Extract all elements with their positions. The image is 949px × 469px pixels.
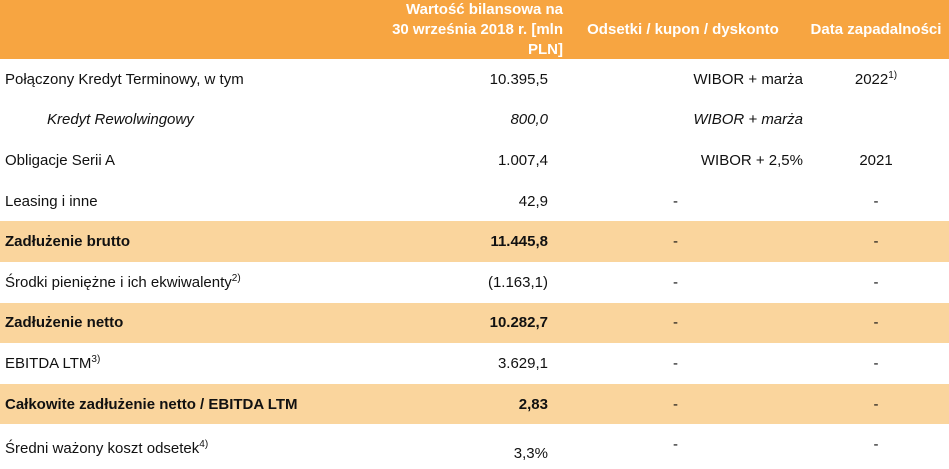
row-date-text: 2022 [854,70,889,88]
row-date: - [873,436,879,454]
table-row-highlight: Całkowite zadłużenie netto / EBITDA LTM … [0,383,949,425]
row-date: - [873,314,879,332]
row-coupon: - [548,274,803,291]
row-label-text: Średni ważony koszt odsetek [5,440,200,458]
row-date: - [873,354,879,372]
row-coupon-text: - [673,354,678,372]
row-coupon-text: - [673,233,678,251]
row-coupon: - [548,436,803,453]
row-label: Środki pieniężne i ich ekwiwalenty2) [0,272,377,291]
row-value: 42,9 [518,192,548,210]
row-coupon: - [548,314,803,331]
table-row: Obligacje Serii A 1.007,4 WIBOR + 2,5% 2… [0,140,949,181]
table-row: Leasing i inne 42,9 - - [0,181,949,222]
footnote-marker: 4) [199,439,209,451]
header-value-line2: 30 września 2018 r. [mln PLN] [392,20,563,58]
row-coupon: WIBOR + marża [693,70,803,88]
table-row-highlight: Zadłużenie netto 10.282,7 - - [0,302,949,344]
row-value: 1.007,4 [497,151,548,169]
row-label: EBITDA LTM3) [0,353,377,372]
row-coupon: - [548,233,803,250]
table-row: Kredyt Rewolwingowy 800,0 WIBOR + marża [0,100,949,141]
row-coupon: WIBOR + marża [693,111,803,129]
row-value: 3,3% [513,445,548,463]
header-label-col [0,0,377,59]
row-value: 3.629,1 [497,354,548,372]
row-label: Leasing i inne [5,192,98,210]
table-row: Połączony Kredyt Terminowy, w tym 10.395… [0,59,949,100]
footnote-marker: 3) [91,353,101,365]
row-value: (1.163,1) [487,273,548,291]
row-label: Połączony Kredyt Terminowy, w tym [5,70,244,88]
row-coupon: WIBOR + 2,5% [700,151,803,169]
row-value: 10.282,7 [489,314,548,332]
header-coupon-col: Odsetki / kupon / dyskonto [587,21,779,38]
row-date: - [873,273,879,291]
header-maturity-col: Data zapadalności [810,21,942,38]
row-coupon: - [548,396,803,413]
row-coupon-text: - [673,436,678,454]
row-date: - [873,233,879,251]
table-row: Średni ważony koszt odsetek4) 3,3% - - [0,424,949,465]
table-row: EBITDA LTM3) 3.629,1 - - [0,343,949,384]
row-coupon: - [548,193,803,210]
table-header: Wartość bilansowa na 30 września 2018 r.… [0,0,949,59]
table-row: Środki pieniężne i ich ekwiwalenty2) (1.… [0,262,949,303]
row-date: 2021 [859,151,893,169]
row-value: 11.445,8 [490,233,548,251]
row-coupon-text: - [673,192,678,210]
header-value-line1: Wartość bilansowa na [406,0,563,18]
row-label: Zadłużenie brutto [5,233,130,251]
row-value: 2,83 [518,395,548,413]
table-row-highlight: Zadłużenie brutto 11.445,8 - - [0,221,949,262]
row-coupon: - [548,355,803,372]
footnote-marker: 1) [888,69,898,81]
row-label: Zadłużenie netto [5,314,124,332]
row-coupon-text: - [673,314,678,332]
row-label: Całkowite zadłużenie netto / EBITDA LTM [5,395,298,413]
row-date: 20221) [803,69,949,88]
row-date: - [873,395,879,413]
row-value: 800,0 [510,111,548,129]
header-value-col: Wartość bilansowa na 30 września 2018 r.… [377,0,563,59]
footnote-marker: 2) [231,272,241,284]
row-label: Kredyt Rewolwingowy [47,111,194,129]
row-coupon-text: - [673,273,678,291]
row-value: 10.395,5 [489,70,548,88]
row-label-text: EBITDA LTM [5,354,92,372]
row-label: Obligacje Serii A [5,151,116,169]
row-label: Średni ważony koszt odsetek4) [0,439,377,458]
row-label-text: Środki pieniężne i ich ekwiwalenty [5,273,232,291]
row-date: - [873,192,879,210]
row-coupon-text: - [673,395,678,413]
